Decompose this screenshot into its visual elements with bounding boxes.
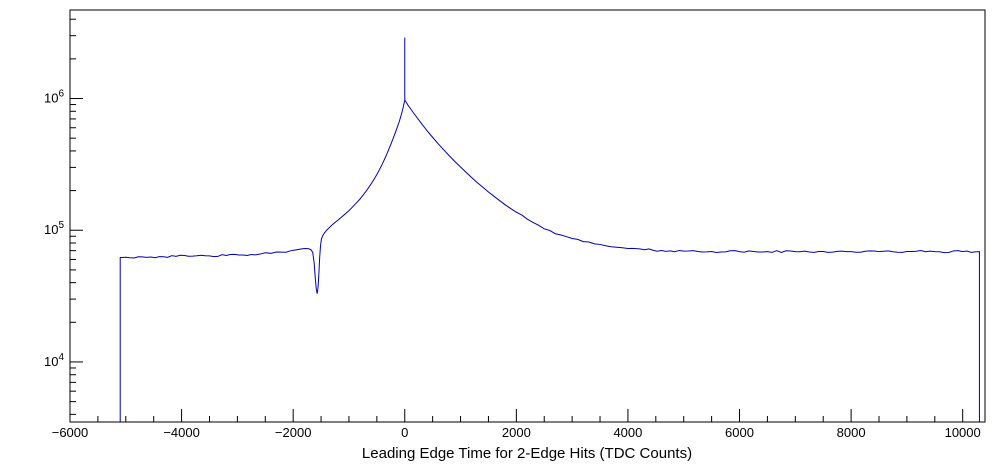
x-axis-minor-ticks bbox=[97, 416, 936, 422]
x-tick-label: −4000 bbox=[163, 425, 200, 440]
x-tick-label: 8000 bbox=[837, 425, 866, 440]
y-tick-label: 106 bbox=[44, 89, 64, 106]
x-axis-title: Leading Edge Time for 2-Edge Hits (TDC C… bbox=[362, 445, 692, 462]
y-tick-label: 105 bbox=[44, 220, 64, 237]
x-axis-ticks: −6000 −4000 −2000 0 2000 4000 6000 8000 10000 bbox=[52, 409, 981, 440]
x-tick-label: 10000 bbox=[945, 425, 981, 440]
x-tick-label: 4000 bbox=[613, 425, 642, 440]
x-tick-label: 0 bbox=[401, 425, 408, 440]
x-tick-label: 6000 bbox=[725, 425, 754, 440]
y-tick-label: 104 bbox=[44, 352, 64, 369]
plot-area: −6000 −4000 −2000 0 2000 4000 6000 8000 10000 104… bbox=[44, 9, 986, 440]
histogram-line bbox=[119, 37, 980, 422]
plot-frame bbox=[69, 9, 986, 423]
x-tick-label: −6000 bbox=[52, 425, 89, 440]
x-tick-label: −2000 bbox=[275, 425, 312, 440]
y-axis-ticks: 104 105 106 bbox=[44, 18, 83, 415]
x-tick-label: 2000 bbox=[502, 425, 531, 440]
